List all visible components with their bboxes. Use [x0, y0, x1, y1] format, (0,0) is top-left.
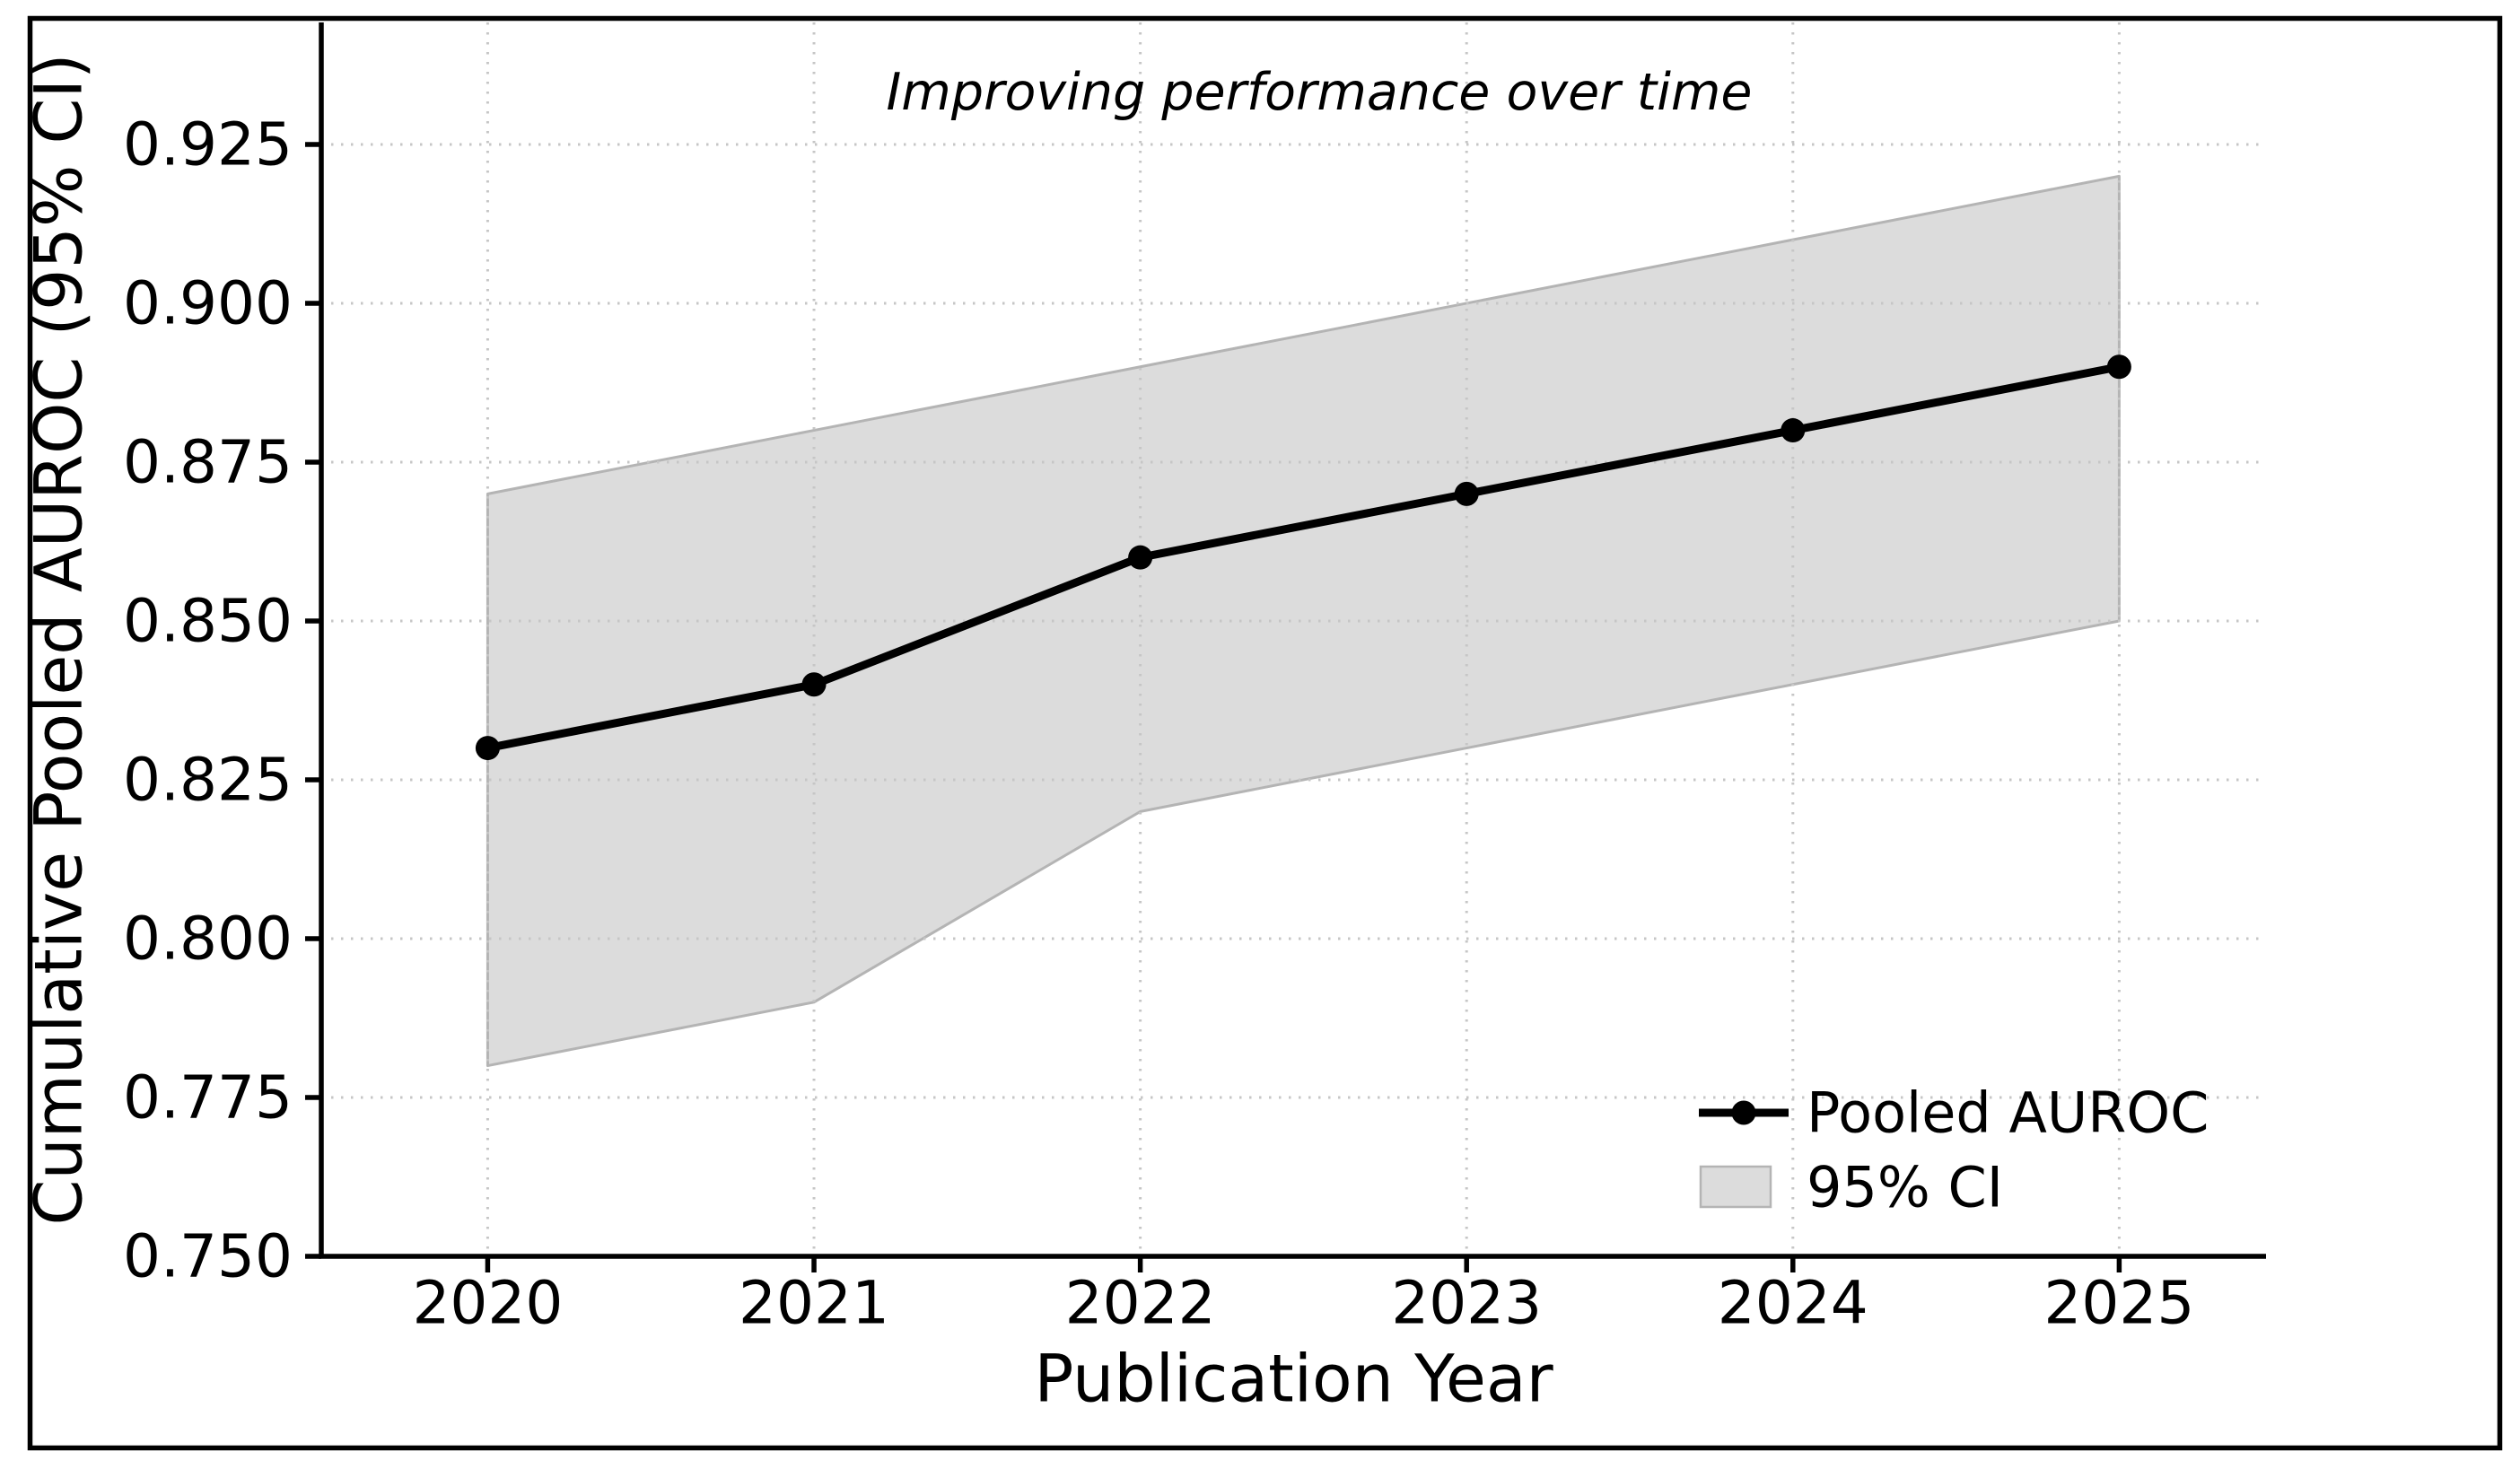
tick-labels: 0.750 0.775 0.800 0.825 0.850 0.875 0.900 0.925… — [123, 109, 2194, 1337]
y-tick-label: 0.825 — [123, 745, 293, 814]
x-tick-label: 2020 — [412, 1269, 563, 1338]
legend: Pooled AUROC 95% CI — [1699, 1080, 2209, 1220]
data-point-marker-2020 — [475, 736, 500, 761]
y-tick-label: 0.900 — [123, 268, 293, 337]
chart-annotation: Improving performance over time — [887, 63, 1753, 122]
y-tick-label: 0.925 — [123, 109, 293, 179]
y-tick-label: 0.800 — [123, 904, 293, 973]
figure-border — [27, 15, 2503, 1451]
data-point-marker-2021 — [801, 672, 827, 697]
data-point-marker-2025 — [2106, 354, 2131, 380]
x-axis-label: Publication Year — [1034, 1342, 1553, 1418]
legend-patch-sample-icon — [1699, 1165, 1772, 1209]
data-point-marker-2023 — [1454, 481, 1479, 506]
axis-ticks — [305, 142, 2122, 1272]
y-tick-label: 0.875 — [123, 427, 293, 496]
x-tick-label: 2024 — [1718, 1269, 1868, 1338]
x-tick-label: 2023 — [1391, 1269, 1542, 1338]
gridlines — [321, 22, 2266, 1256]
legend-label-pooled-auroc: Pooled AUROC — [1807, 1080, 2209, 1146]
legend-marker-icon — [1731, 1100, 1756, 1125]
data-point-marker-2022 — [1128, 545, 1153, 570]
y-tick-label: 0.850 — [123, 586, 293, 655]
x-tick-label: 2022 — [1065, 1269, 1216, 1338]
y-axis-label: Cumulative Pooled AUROC (95% CI) — [22, 54, 98, 1226]
y-tick-label: 0.775 — [123, 1062, 293, 1132]
data-point-marker-2024 — [1781, 418, 1806, 443]
x-tick-label: 2025 — [2043, 1269, 2194, 1338]
pooled-auroc-line — [483, 363, 2123, 753]
legend-label-95-ci: 95% CI — [1807, 1155, 2003, 1220]
y-tick-label: 0.750 — [123, 1222, 293, 1291]
x-tick-label: 2021 — [739, 1269, 889, 1338]
